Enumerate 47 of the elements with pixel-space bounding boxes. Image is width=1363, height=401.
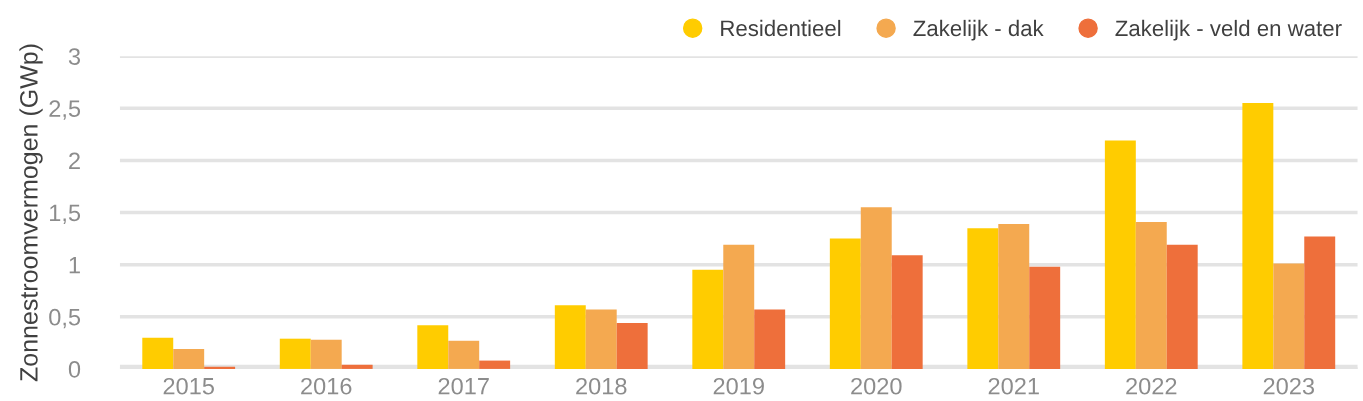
bar	[998, 224, 1030, 369]
bar	[479, 360, 511, 369]
bar	[585, 309, 617, 369]
bar	[829, 238, 861, 369]
x-tick-label: 2023	[1263, 377, 1315, 395]
bar	[1242, 103, 1274, 369]
bar	[204, 366, 236, 369]
y-tick-label: 1,5	[50, 204, 81, 225]
bar	[1273, 263, 1305, 369]
y-tick-label: 2,5	[49, 100, 81, 120]
bar	[173, 349, 205, 369]
bar	[1166, 244, 1198, 369]
bar	[417, 325, 449, 369]
x-tick-label: 2021	[988, 377, 1039, 395]
bar	[967, 228, 999, 369]
bar	[860, 207, 892, 369]
bar	[891, 255, 923, 369]
y-tick-label: 0,5	[49, 308, 81, 329]
x-tick-label: 2020	[851, 377, 902, 395]
bar	[1135, 221, 1167, 369]
x-tick-label: 2016	[301, 377, 352, 395]
y-tick-label: 0	[68, 360, 81, 378]
bar	[142, 337, 174, 369]
bar	[692, 269, 724, 369]
bar	[1304, 236, 1336, 369]
bar	[279, 338, 311, 369]
bar	[310, 339, 342, 369]
y-tick-label: 2	[69, 152, 80, 169]
bar	[1104, 140, 1136, 369]
bar	[754, 309, 786, 369]
legend-label: Zakelijk - veld en water	[1115, 19, 1342, 41]
y-axis-title: Zonnestroomvermogen (GWp)	[19, 44, 43, 382]
y-tick-label: 3	[68, 48, 81, 65]
bar	[554, 305, 586, 369]
legend-label: Residentieel	[721, 19, 841, 37]
x-tick-label: 2015	[163, 377, 214, 395]
y-tick-label: 1	[69, 256, 80, 274]
bar	[616, 323, 648, 369]
bar	[448, 340, 480, 369]
legend-label: Zakelijk - dak	[913, 19, 1044, 41]
x-tick-label: 2022	[1126, 377, 1177, 395]
bar	[1029, 266, 1061, 369]
x-tick-label: 2019	[713, 377, 764, 395]
x-tick-label: 2018	[576, 377, 627, 395]
bar	[723, 244, 755, 369]
x-tick-label: 2017	[438, 377, 489, 395]
bar	[341, 364, 373, 369]
